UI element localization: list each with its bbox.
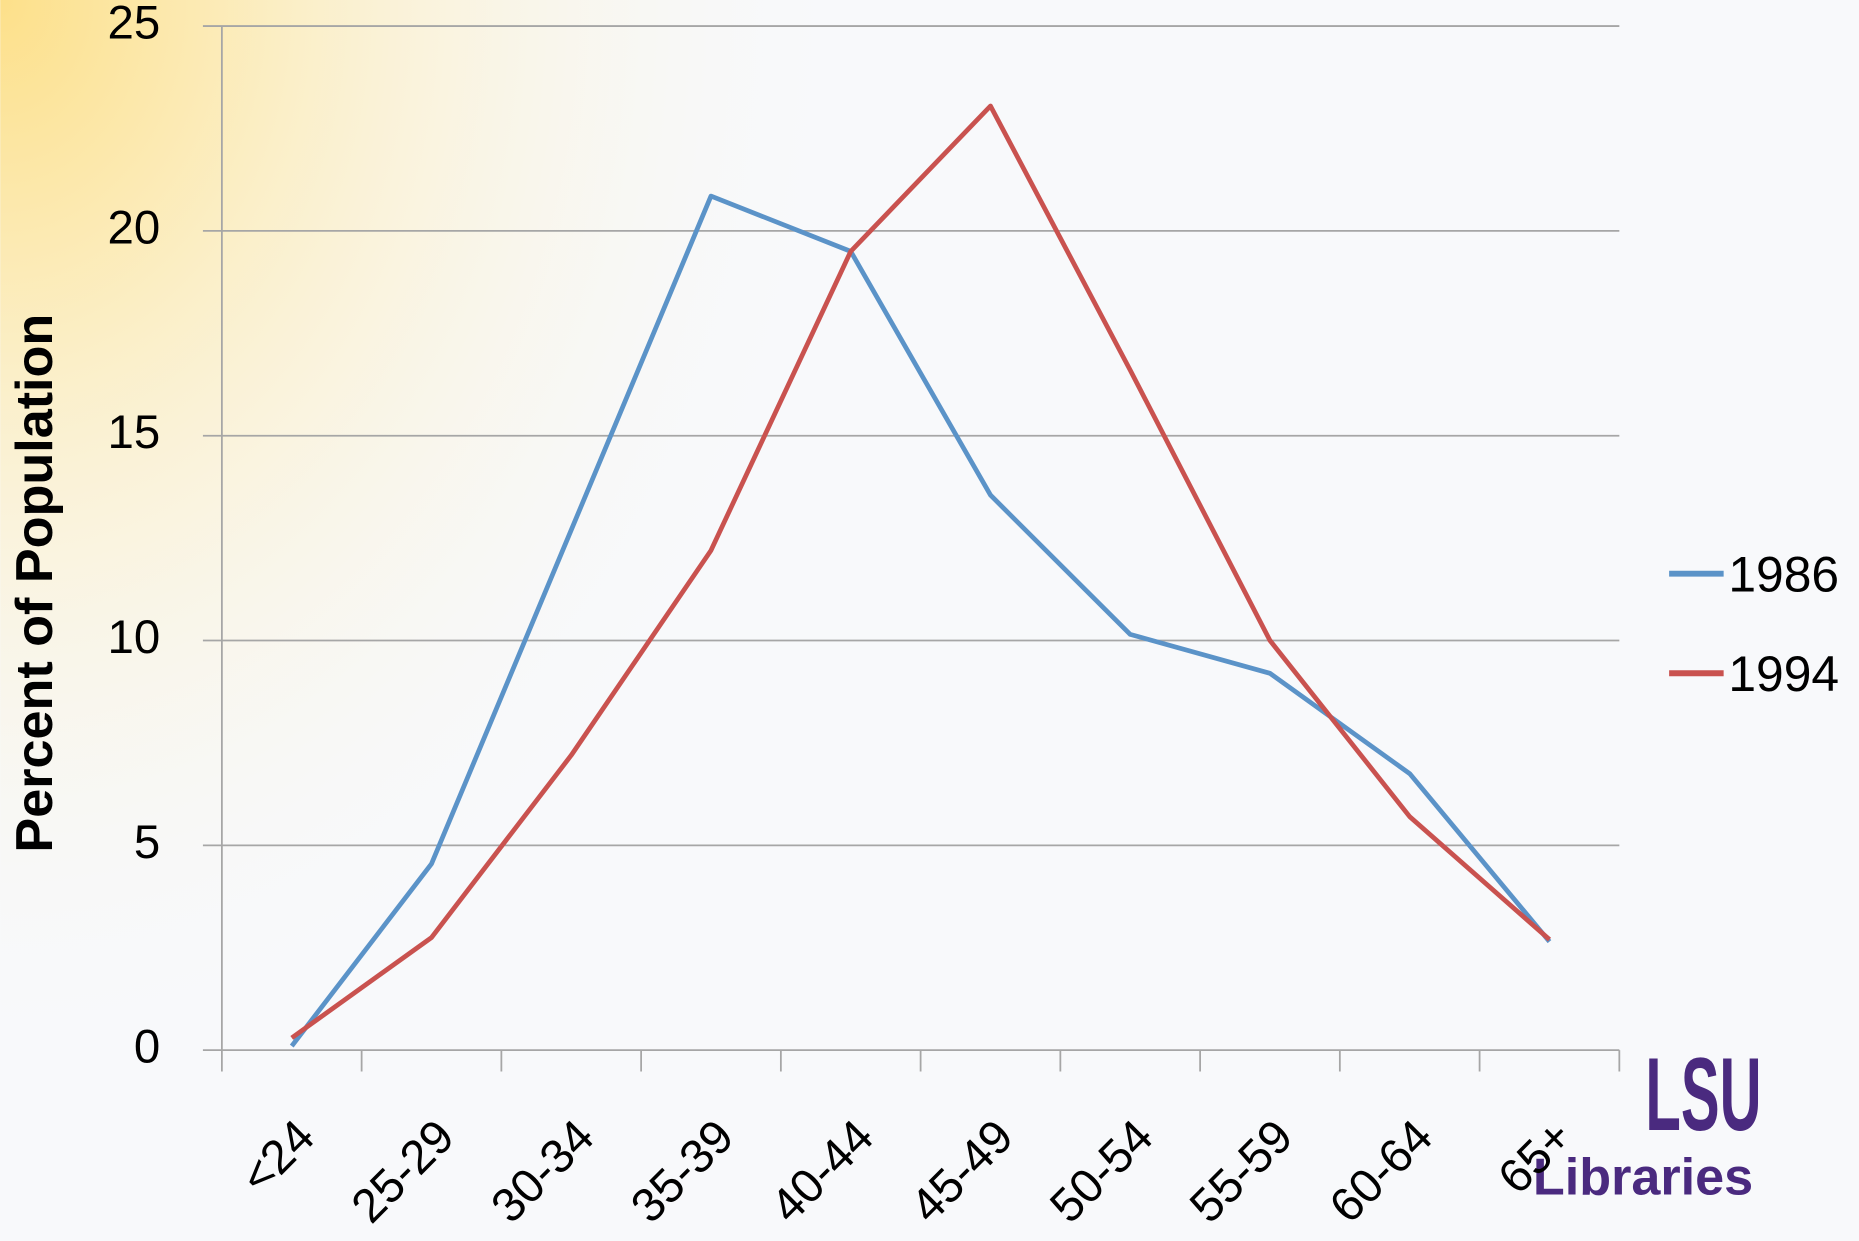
legend-label: 1986 xyxy=(1728,547,1839,603)
y-tick-label: 25 xyxy=(108,0,161,50)
y-axis-label: Percent of Population xyxy=(6,314,64,853)
y-tick-label: 10 xyxy=(108,611,161,664)
y-tick-label: 5 xyxy=(134,816,160,869)
logo-mark: LSU xyxy=(1645,1037,1761,1153)
logo-text: Libraries xyxy=(1533,1148,1753,1206)
series-line xyxy=(289,193,1552,1048)
y-tick-label: 0 xyxy=(134,1021,160,1074)
legend-label: 1994 xyxy=(1728,646,1839,702)
y-tick-label: 15 xyxy=(108,406,161,459)
series-line xyxy=(290,103,1552,1040)
y-tick-label: 20 xyxy=(108,201,161,254)
